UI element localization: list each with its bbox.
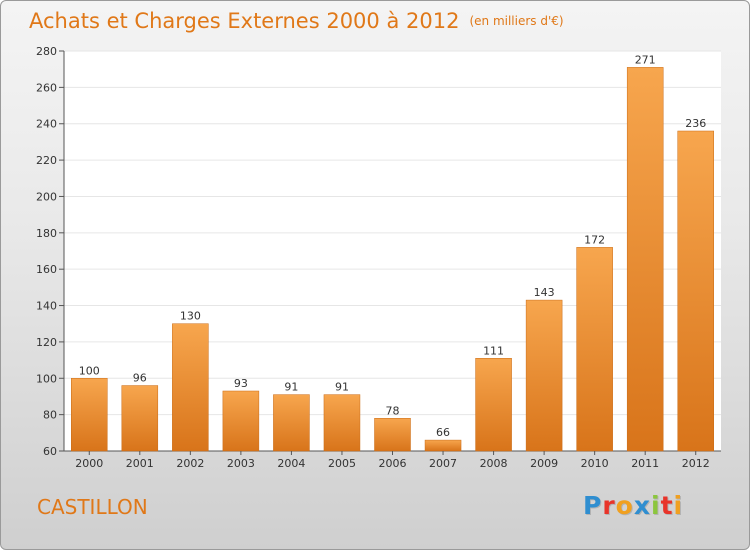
y-tick-label: 140: [36, 300, 57, 313]
data-label: 172: [584, 233, 605, 246]
x-tick-label: 2009: [530, 457, 558, 470]
bar: [576, 247, 613, 452]
bar: [677, 130, 714, 452]
data-label: 111: [483, 344, 504, 357]
bar: [525, 299, 563, 452]
y-tick-label: 160: [36, 263, 57, 276]
data-label: 130: [180, 310, 201, 323]
bar: [222, 390, 260, 452]
data-label: 66: [436, 426, 450, 439]
data-label: 93: [234, 377, 248, 390]
data-label: 91: [335, 381, 349, 394]
logo-letter: o: [615, 491, 634, 520]
data-label: 78: [386, 404, 400, 417]
x-tick-label: 2004: [277, 457, 305, 470]
x-tick-label: 2002: [176, 457, 204, 470]
title-text: Achats et Charges Externes 2000 à 2012: [29, 9, 460, 33]
data-label: 96: [133, 372, 147, 385]
x-tick-label: 2006: [379, 457, 407, 470]
x-tick-label: 2003: [227, 457, 255, 470]
x-tick-label: 2005: [328, 457, 356, 470]
x-tick-label: 2012: [682, 457, 710, 470]
data-label: 236: [685, 117, 706, 130]
x-tick-label: 2001: [126, 457, 154, 470]
bar: [273, 394, 310, 452]
bar: [424, 439, 462, 452]
logo-letter: t: [660, 491, 674, 520]
y-tick-label: 80: [43, 409, 57, 422]
y-tick-label: 100: [36, 372, 57, 385]
x-tick-label: 2000: [75, 457, 103, 470]
data-label: 271: [635, 53, 656, 66]
y-tick-label: 200: [36, 190, 57, 203]
y-tick-label: 260: [36, 81, 57, 94]
bar: [374, 418, 411, 452]
y-tick-label: 240: [36, 118, 57, 131]
plot-area: [64, 51, 721, 451]
data-label: 91: [284, 381, 298, 394]
bar: [71, 378, 108, 452]
logo-letter: P: [583, 491, 603, 520]
logo-letter: r: [602, 491, 616, 520]
logo-letter: i: [651, 491, 661, 520]
x-tick-label: 2010: [581, 457, 609, 470]
y-tick-label: 60: [43, 445, 57, 458]
y-tick-label: 280: [36, 45, 57, 58]
y-tick-label: 120: [36, 336, 57, 349]
bar: [172, 323, 209, 452]
data-label: 143: [534, 286, 555, 299]
bar: [323, 394, 361, 452]
data-label: 100: [79, 364, 100, 377]
x-tick-label: 2011: [631, 457, 659, 470]
proxiti-logo: Proxiti: [583, 491, 683, 520]
place-name: CASTILLON: [37, 495, 148, 519]
chart-title: Achats et Charges Externes 2000 à 2012 (e…: [29, 9, 564, 33]
unit-note: (en milliers d'€): [469, 14, 564, 28]
y-tick-label: 220: [36, 154, 57, 167]
bar: [121, 385, 159, 452]
logo-letter: i: [673, 491, 684, 520]
x-tick-label: 2008: [480, 457, 508, 470]
logo-letter: x: [633, 491, 651, 520]
bar: [475, 358, 512, 452]
bar: [626, 67, 664, 452]
y-tick-label: 180: [36, 227, 57, 240]
x-tick-label: 2007: [429, 457, 457, 470]
